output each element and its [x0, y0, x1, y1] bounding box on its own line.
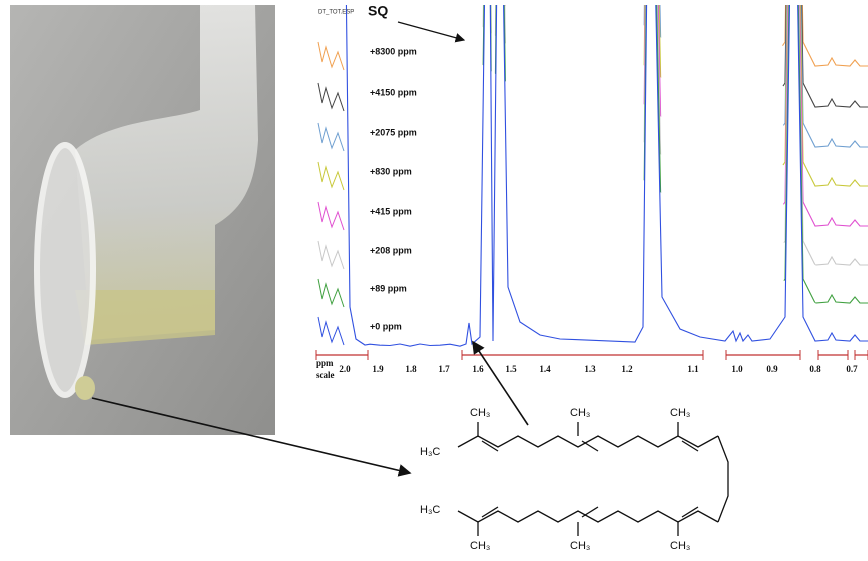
offset-label: +4150 ppm: [370, 87, 417, 97]
offset-label: +89 ppm: [370, 283, 407, 293]
spectrum-trace-left: [318, 202, 344, 230]
x-tick-label: 0.7: [846, 364, 858, 374]
x-tick-label: 1.3: [584, 364, 596, 374]
x-tick-label: 1.7: [438, 364, 450, 374]
x-tick-label: 1.1: [687, 364, 699, 374]
spectrum-trace-left: [318, 241, 344, 269]
x-tick-label: 0.9: [766, 364, 778, 374]
atom-label: H₃C: [420, 504, 440, 516]
atom-label: H₃C: [420, 446, 440, 458]
atom-label: CH₃: [670, 540, 690, 552]
x-tick-label: 1.0: [731, 364, 743, 374]
file-label: DT_TOT.ESP: [318, 10, 354, 16]
x-tick-label: 2.0: [339, 364, 351, 374]
axis-label: scale: [316, 370, 335, 380]
atom-label: CH₃: [470, 540, 490, 552]
structure: CH₃ CH₃ CH₃ H₃C H₃C CH₃ CH₃ CH₃: [420, 407, 728, 552]
axis: 2.0 1.9 1.8 1.7 1.6 1.5 1.4 1.3 1.2 1.1 1.0 0.9 0.8 0…: [316, 350, 868, 374]
peak-label: SQ: [368, 3, 388, 19]
spectrum-trace-left: [318, 162, 344, 190]
photo: [10, 5, 275, 435]
spectrum-trace-left: [318, 83, 344, 111]
x-tick-label: 1.8: [405, 364, 417, 374]
x-tick-label: 1.2: [621, 364, 633, 374]
figure: DT_TOT.ESP SQ 2.0 1.9 1.8 1.7 1.6 1.5 1.4 1.3 1.…: [0, 0, 868, 556]
offset-label: +830 ppm: [370, 166, 412, 176]
x-tick-label: 1.9: [372, 364, 384, 374]
offset-label: +8300 ppm: [370, 46, 417, 56]
bond: [718, 436, 728, 522]
x-tick-label: 0.8: [809, 364, 821, 374]
x-tick-label: 1.4: [539, 364, 551, 374]
offset-label: +415 ppm: [370, 206, 412, 216]
spectrum-trace-left: [318, 317, 344, 345]
atom-label: CH₃: [570, 407, 590, 419]
double-bond: [582, 507, 598, 517]
atom-label: CH₃: [470, 407, 490, 419]
x-tick-label: 1.6: [472, 364, 484, 374]
double-bond: [582, 441, 598, 451]
offset-label: +0 ppm: [370, 321, 402, 331]
spectrum-trace-left: [318, 279, 344, 307]
atom-label: CH₃: [570, 540, 590, 552]
offset-label: +2075 ppm: [370, 127, 417, 137]
spectrum-trace-left: [318, 123, 344, 151]
x-tick-label: 1.5: [505, 364, 517, 374]
atom-label: CH₃: [670, 407, 690, 419]
spectrum-trace-left: [318, 42, 344, 70]
axis-label: ppm: [316, 358, 334, 368]
offset-label: +208 ppm: [370, 245, 412, 255]
